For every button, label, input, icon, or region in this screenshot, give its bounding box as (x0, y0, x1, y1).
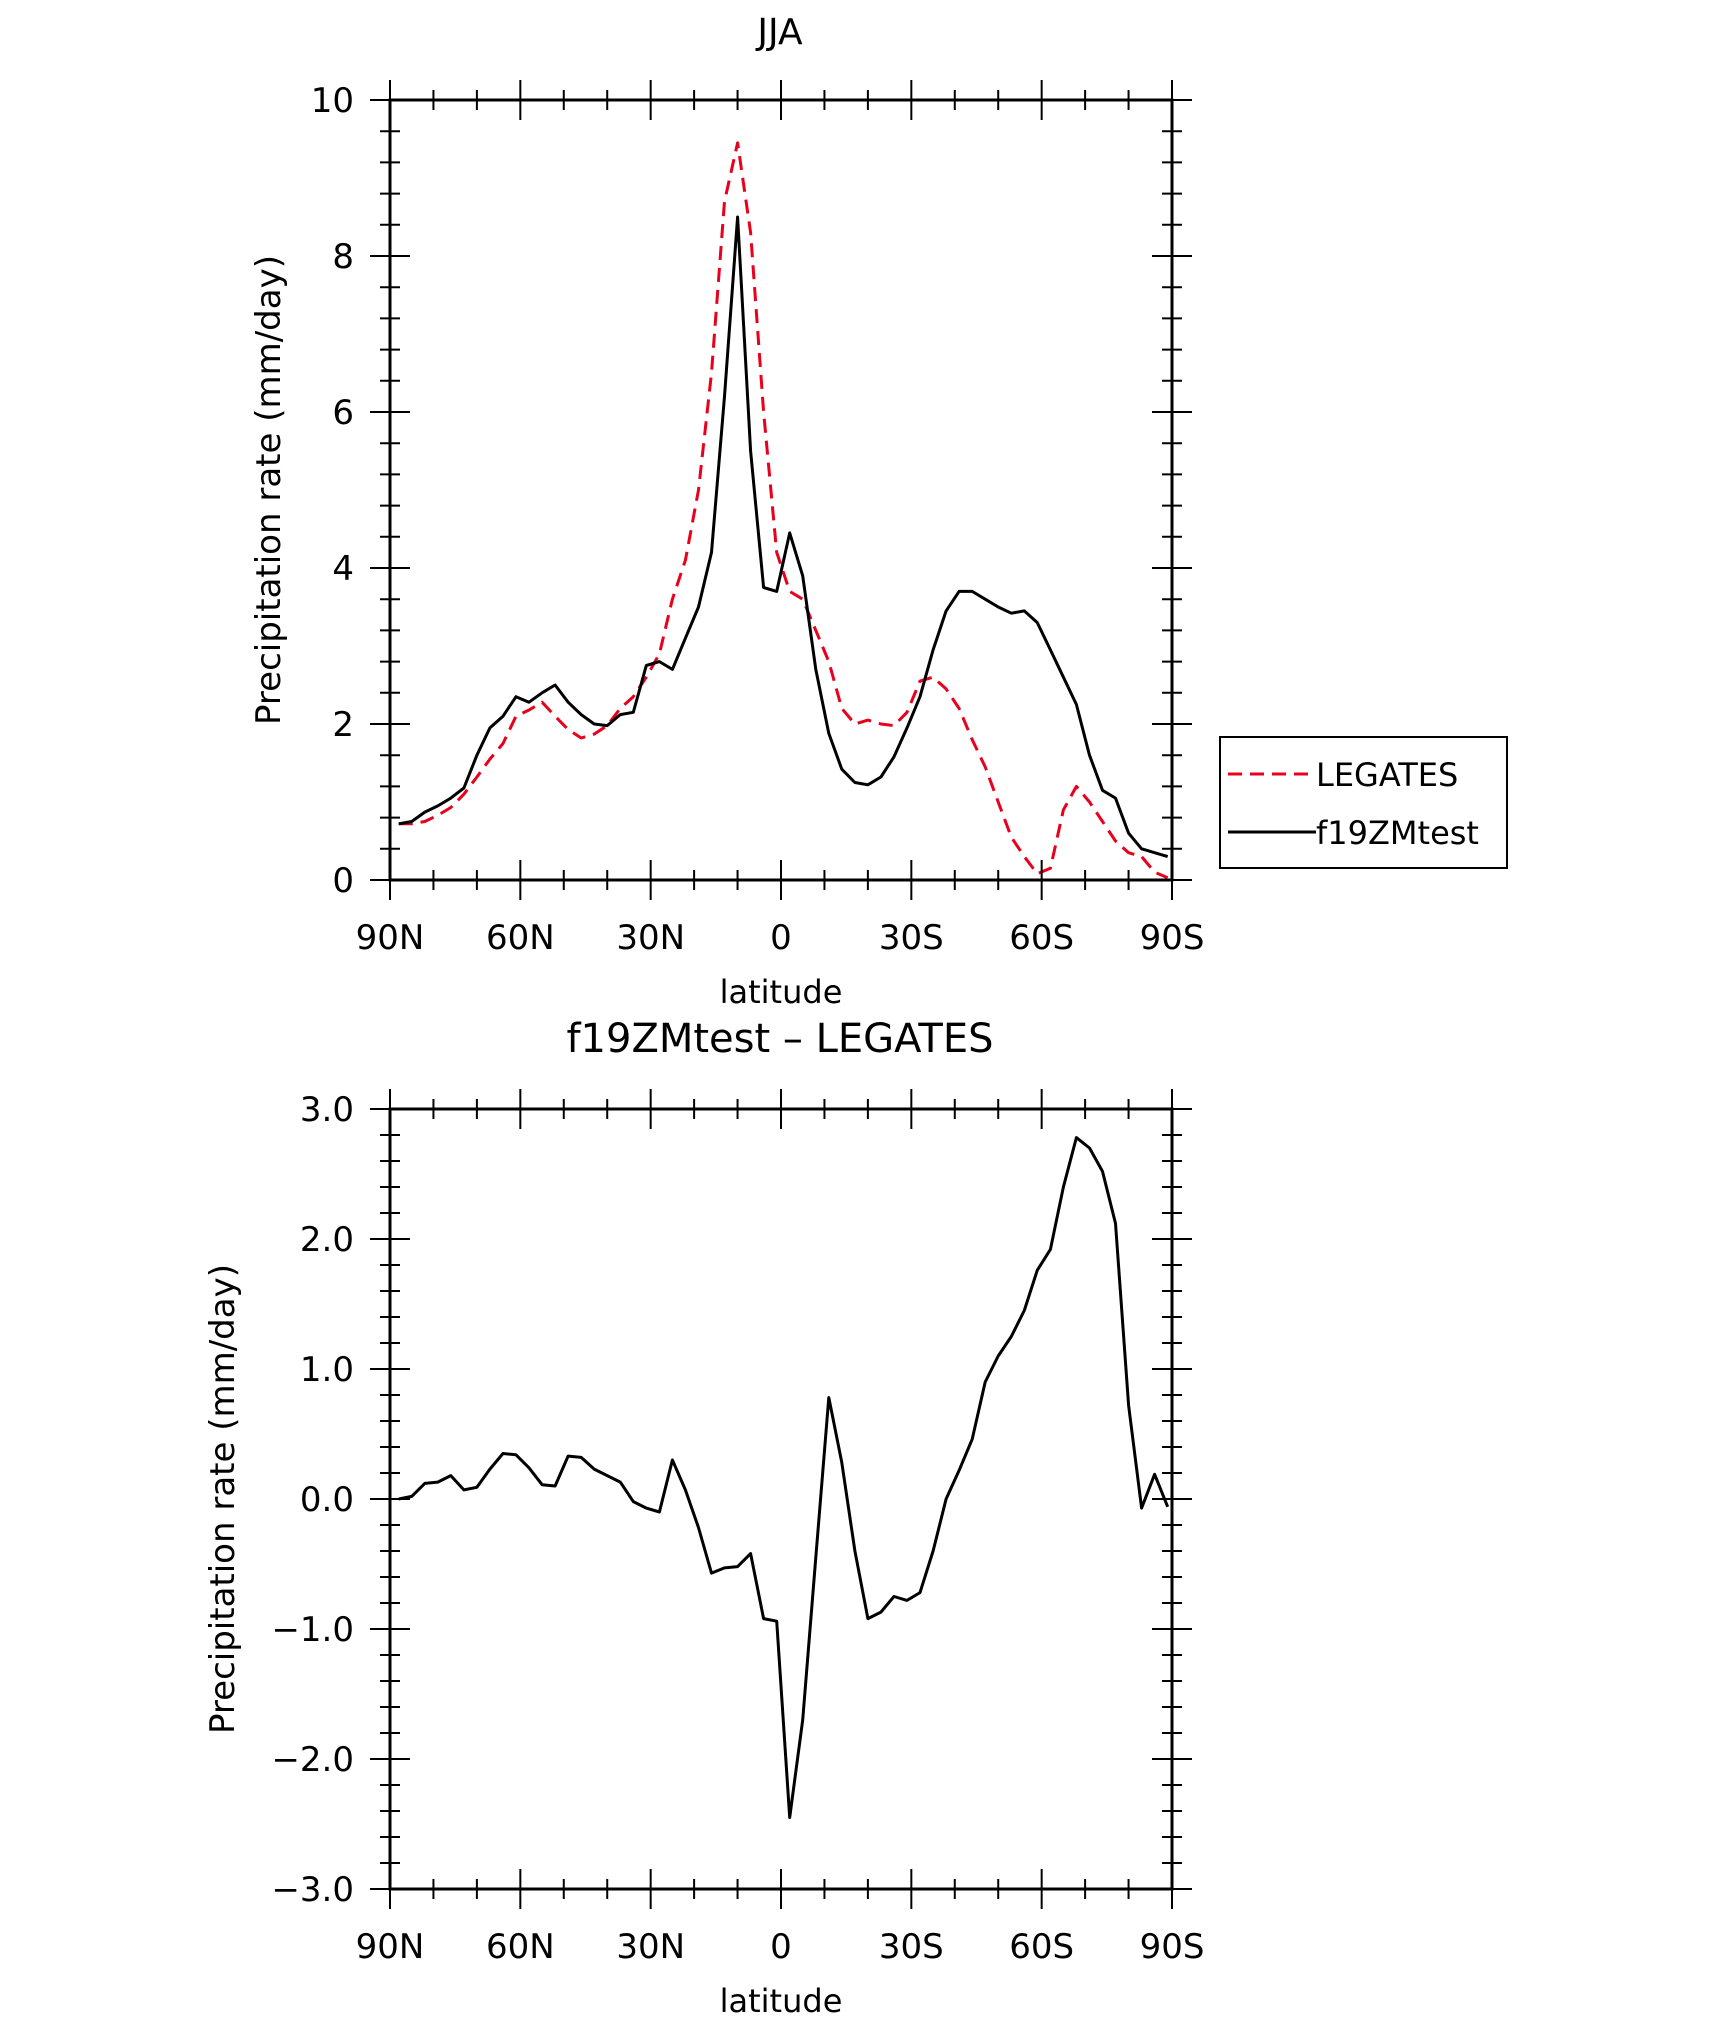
x-tick-label: 60N (486, 918, 555, 958)
x-tick-label: 0 (770, 918, 792, 958)
y-tick-label: 10 (311, 81, 354, 121)
y-tick-label: −3.0 (271, 1870, 354, 1910)
legend-label-f19zmtest: f19ZMtest (1316, 814, 1479, 852)
x-tick-label: 90S (1140, 918, 1205, 958)
x-tick-label: 30S (879, 918, 944, 958)
series-group (398, 141, 1169, 880)
x-tick-label: 60S (1009, 918, 1074, 958)
x-tick-label: 30S (879, 1927, 944, 1967)
series-line-difference (398, 1136, 1170, 1819)
series-line-f19zmtest (398, 215, 1169, 859)
series-line-legates (398, 141, 1169, 880)
x-tick-label: 90N (356, 918, 425, 958)
x-tick-label: 30N (616, 918, 685, 958)
x-tick-label: 90N (356, 1927, 425, 1967)
legend: LEGATES f19ZMtest (1219, 736, 1508, 869)
y-tick-label: 1.0 (300, 1350, 354, 1390)
y-tick-label: −1.0 (271, 1610, 354, 1650)
y-tick-label: 3.0 (300, 1090, 354, 1130)
chart-title: f19ZMtest – LEGATES (566, 1016, 993, 1062)
x-tick-group: 90N 60N 30N 0 30S 60S 90S (356, 1089, 1205, 1967)
y-axis-label: Precipitation rate (mm/day) (203, 1264, 243, 1734)
x-tick-group: 90N 60N 30N 0 30S 60S 90S (356, 80, 1205, 958)
y-tick-label: 2.0 (300, 1220, 354, 1260)
legend-label-legates: LEGATES (1316, 756, 1458, 794)
x-tick-label: 90S (1140, 1927, 1205, 1967)
series-group (398, 1136, 1170, 1819)
y-tick-label: 6 (332, 393, 354, 433)
chart-panel-difference: f19ZMtest – LEGATES −3.0 −2.0 −1.0 0.0 1.0 2.… (203, 1016, 1204, 2020)
x-tick-label: 30N (616, 1927, 685, 1967)
y-axis-label: Precipitation rate (mm/day) (249, 255, 289, 725)
legend-box (1219, 736, 1508, 869)
y-tick-label: 4 (332, 549, 354, 589)
y-tick-label: 0.0 (300, 1480, 354, 1520)
y-tick-label: 8 (332, 237, 354, 277)
y-tick-label: −2.0 (271, 1740, 354, 1780)
x-axis-label: latitude (720, 1982, 843, 2020)
y-tick-label: 2 (332, 705, 354, 745)
x-tick-label: 60N (486, 1927, 555, 1967)
x-axis-label: latitude (720, 973, 843, 1011)
x-tick-label: 0 (770, 1927, 792, 1967)
y-tick-label: 0 (332, 861, 354, 901)
chart-panel-jja: JJA 0 2 4 6 8 10 90N 60N 30N 0 30S 60S 90S latitude… (249, 12, 1508, 1011)
x-tick-label: 60S (1009, 1927, 1074, 1967)
chart-title: JJA (755, 12, 803, 53)
